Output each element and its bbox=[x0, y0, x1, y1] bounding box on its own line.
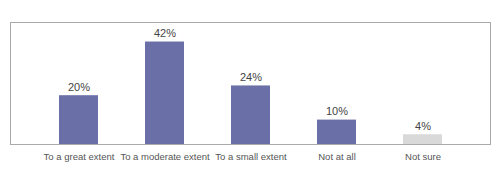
svg-text:20%: 20% bbox=[68, 81, 90, 93]
svg-text:To a great extent: To a great extent bbox=[44, 151, 115, 162]
svg-text:To a moderate extent: To a moderate extent bbox=[120, 151, 210, 162]
svg-text:42%: 42% bbox=[154, 27, 176, 39]
svg-text:10%: 10% bbox=[326, 105, 348, 117]
svg-text:24%: 24% bbox=[240, 71, 262, 83]
svg-text:To a small extent: To a small extent bbox=[215, 151, 287, 162]
svg-text:4%: 4% bbox=[415, 120, 431, 132]
svg-text:Not at all: Not at all bbox=[318, 151, 356, 162]
svg-text:Not sure: Not sure bbox=[405, 151, 441, 162]
